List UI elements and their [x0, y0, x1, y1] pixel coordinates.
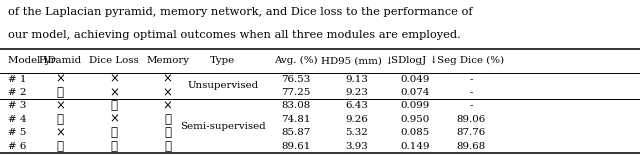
Text: 0.085: 0.085: [400, 128, 429, 137]
Text: # 6: # 6: [8, 142, 26, 151]
Text: 6.43: 6.43: [346, 102, 369, 111]
Text: ✓: ✓: [57, 86, 63, 99]
Text: ×: ×: [163, 100, 173, 113]
Text: Semi-supervised: Semi-supervised: [180, 122, 266, 131]
Text: ×: ×: [163, 86, 173, 99]
Text: Model ID: Model ID: [8, 56, 56, 65]
Text: ✓: ✓: [111, 100, 117, 113]
Text: our model, achieving optimal outcomes when all three modules are employed.: our model, achieving optimal outcomes wh…: [8, 30, 461, 40]
Text: Memory: Memory: [146, 56, 189, 65]
Text: 0.149: 0.149: [400, 142, 429, 151]
Text: ✓: ✓: [164, 140, 171, 153]
Text: 74.81: 74.81: [281, 115, 310, 124]
Text: ×: ×: [55, 126, 65, 139]
Text: ✓: ✓: [164, 126, 171, 139]
Text: Dice Loss: Dice Loss: [89, 56, 139, 65]
Text: 9.26: 9.26: [346, 115, 369, 124]
Text: 76.53: 76.53: [281, 75, 310, 84]
Text: ✓: ✓: [164, 113, 171, 126]
Text: 89.06: 89.06: [456, 115, 486, 124]
Text: # 2: # 2: [8, 88, 26, 97]
Text: 83.08: 83.08: [281, 102, 310, 111]
Text: Avg. (%): Avg. (%): [274, 56, 317, 65]
Text: ✓: ✓: [57, 140, 63, 153]
Text: 0.074: 0.074: [400, 88, 429, 97]
Text: 9.13: 9.13: [346, 75, 369, 84]
Text: -: -: [469, 75, 473, 84]
Text: ×: ×: [109, 113, 119, 126]
Text: # 1: # 1: [8, 75, 26, 84]
Text: -: -: [469, 88, 473, 97]
Text: Unsupervised: Unsupervised: [187, 81, 259, 90]
Text: # 3: # 3: [8, 102, 26, 111]
Text: ×: ×: [109, 73, 119, 86]
Text: of the Laplacian pyramid, memory network, and Dice loss to the performance of: of the Laplacian pyramid, memory network…: [8, 7, 472, 17]
Text: 87.76: 87.76: [456, 128, 486, 137]
Text: ✓: ✓: [111, 126, 117, 139]
Text: SDlogJ ↓: SDlogJ ↓: [391, 56, 438, 65]
Text: Pyramid: Pyramid: [38, 56, 82, 65]
Text: 0.950: 0.950: [400, 115, 429, 124]
Text: 9.23: 9.23: [346, 88, 369, 97]
Text: # 4: # 4: [8, 115, 26, 124]
Text: 89.61: 89.61: [281, 142, 310, 151]
Text: ✓: ✓: [57, 113, 63, 126]
Text: Type: Type: [210, 56, 236, 65]
Text: 0.099: 0.099: [400, 102, 429, 111]
Text: ✓: ✓: [111, 140, 117, 153]
Text: 3.93: 3.93: [346, 142, 369, 151]
Text: ×: ×: [109, 86, 119, 99]
Text: ×: ×: [55, 73, 65, 86]
Text: HD95 (mm) ↓: HD95 (mm) ↓: [321, 56, 394, 65]
Text: 77.25: 77.25: [281, 88, 310, 97]
Text: ×: ×: [163, 73, 173, 86]
Text: ×: ×: [55, 100, 65, 113]
Text: -: -: [469, 102, 473, 111]
Text: 0.049: 0.049: [400, 75, 429, 84]
Text: 85.87: 85.87: [281, 128, 310, 137]
Text: 89.68: 89.68: [456, 142, 486, 151]
Text: 5.32: 5.32: [346, 128, 369, 137]
Text: # 5: # 5: [8, 128, 26, 137]
Text: Seg Dice (%): Seg Dice (%): [438, 56, 504, 65]
